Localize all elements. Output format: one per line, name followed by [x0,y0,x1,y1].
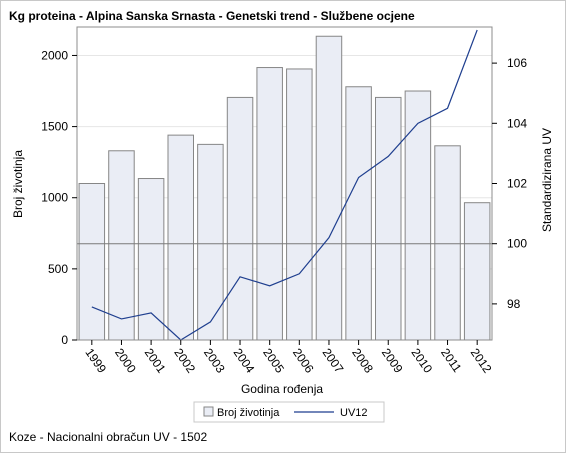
bar [108,150,135,341]
x-tick-label: 2002 [171,346,198,376]
bar [434,145,461,341]
right-tick-label: 102 [507,177,527,191]
bar [315,35,343,341]
x-tick-label: 2001 [142,346,169,376]
chart-title: Kg proteina - Alpina Sanska Srnasta - Ge… [9,9,415,23]
x-axis-title: Godina rođenja [241,382,323,396]
x-tick-label: 2005 [260,346,287,376]
right-tick-label: 98 [507,297,521,311]
left-axis-ticks: 0 500 1000 1500 2000 [41,48,77,347]
bar [137,178,165,341]
uv12-line [91,29,478,341]
right-tick-label: 100 [507,237,527,251]
x-tick-label: 2010 [408,346,435,376]
legend-bar-swatch [203,406,214,417]
bar [345,86,372,341]
bar [463,202,491,341]
bar [78,183,106,341]
y2-axis-title: Standardizirana UV [540,128,554,232]
x-tick-label: 2000 [112,346,139,376]
left-tick-label: 1000 [41,191,68,205]
legend-box [193,401,385,423]
bar [197,143,224,341]
bar [167,134,194,341]
legend-line-label: UV12 [340,407,368,419]
x-tick-label: 2009 [379,346,406,376]
bar [256,67,283,341]
legend: Broj životinja UV12 [193,401,385,423]
right-axis-ticks: 98 100 102 104 106 [492,56,527,311]
x-tick-label: 2007 [320,346,347,376]
x-tick-label: 2011 [438,346,464,375]
left-tick-label: 500 [48,262,68,276]
left-tick-label: 2000 [41,48,68,62]
bar [375,96,402,341]
bar [286,68,313,341]
x-tick-label: 2003 [201,346,228,376]
y-axis-title: Broj životinja [11,150,25,218]
legend-bar-label: Broj životinja [217,407,280,419]
x-tick-label: 2012 [468,346,495,376]
bar [404,90,432,341]
x-tick-label: 2008 [349,346,376,376]
bar-series [78,35,491,341]
line-series [91,29,478,341]
left-tick-label: 1500 [41,120,68,134]
x-tick-label: 1999 [82,346,109,376]
x-tick-label: 2004 [231,346,258,376]
x-tick-label: 2006 [290,346,317,376]
right-tick-label: 106 [507,56,527,70]
right-tick-label: 104 [507,116,527,130]
bar [226,96,254,341]
footnote: Koze - Nacionalni obračun UV - 1502 [9,430,208,444]
x-axis-ticks: 1999 2000 2001 2002 2003 2004 2005 2006 2007 2008… [82,340,495,376]
left-tick-label: 0 [61,333,68,347]
